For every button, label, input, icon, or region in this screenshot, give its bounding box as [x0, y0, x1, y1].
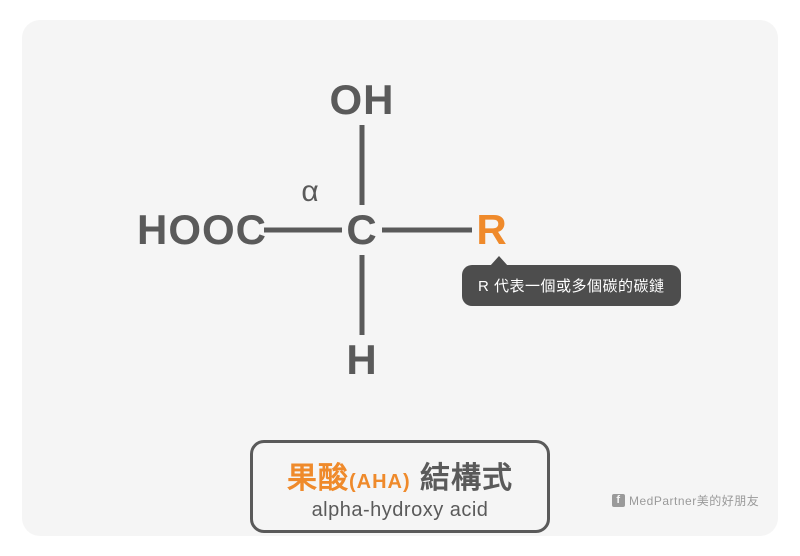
atom-oh: OH — [330, 76, 395, 124]
bond-left — [264, 228, 342, 233]
title-suffix: 結構式 — [411, 462, 513, 495]
atom-r: R — [476, 206, 507, 254]
title-line1: 果酸(AHA) 結構式 — [287, 453, 513, 497]
facebook-icon: f — [612, 494, 625, 507]
r-tooltip: R 代表一個或多個碳的碳鏈 — [462, 265, 681, 306]
alpha-label: α — [301, 175, 318, 209]
title-paren: (AHA) — [349, 471, 411, 493]
bond-bottom — [360, 255, 365, 335]
chemical-structure: OH C H HOOC R α R 代表一個或多個碳的碳鏈 果酸(AHA) 結構… — [22, 20, 778, 536]
bond-right — [382, 228, 472, 233]
credit-text: MedPartner美的好朋友 — [629, 492, 759, 509]
title-line2: alpha-hydroxy acid — [287, 499, 513, 522]
title-box: 果酸(AHA) 結構式 alpha-hydroxy acid — [250, 440, 550, 533]
card: OH C H HOOC R α R 代表一個或多個碳的碳鏈 果酸(AHA) 結構… — [22, 20, 778, 536]
atom-hooc: HOOC — [137, 206, 267, 254]
r-tooltip-text: R 代表一個或多個碳的碳鏈 — [478, 278, 665, 295]
bond-top — [360, 125, 365, 205]
atom-c: C — [346, 206, 377, 254]
title-prefix: 果酸 — [287, 462, 349, 495]
atom-h: H — [346, 336, 377, 384]
credit: f MedPartner美的好朋友 — [612, 492, 759, 509]
